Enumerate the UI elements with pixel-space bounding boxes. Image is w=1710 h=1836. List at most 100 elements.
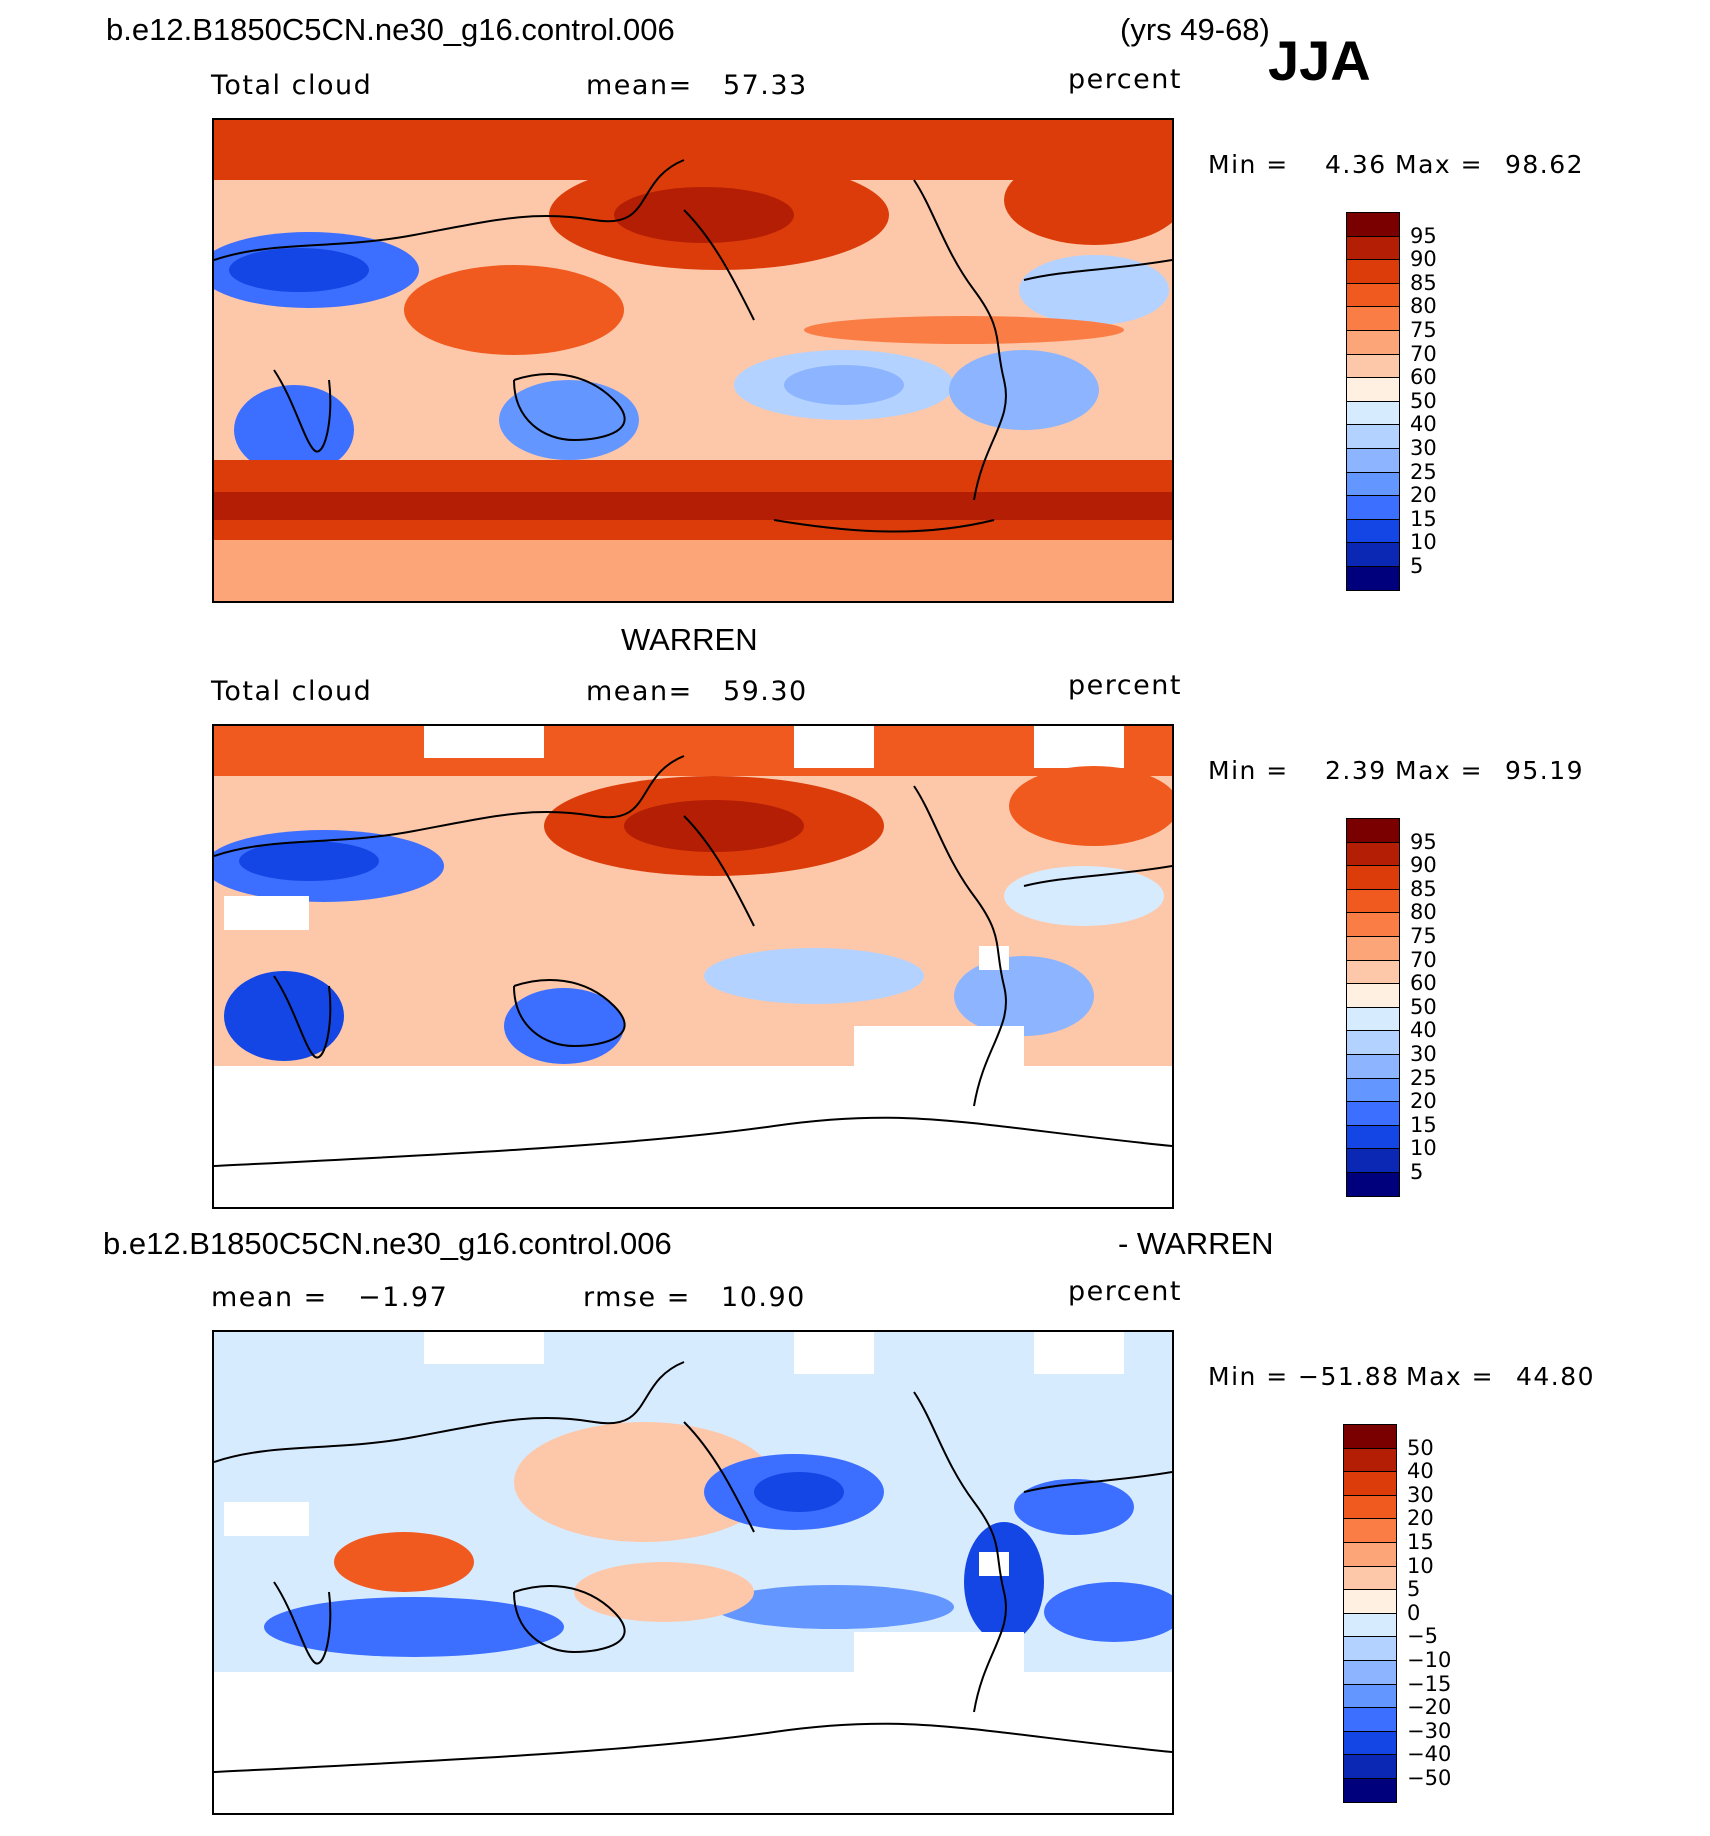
colorbar-tick-label: −50 (1407, 1766, 1452, 1790)
panel2-field (214, 726, 1172, 1207)
brazil-clear (949, 350, 1099, 430)
colorbar-tick-label: 5 (1410, 1160, 1424, 1184)
colorbar-segment (1346, 495, 1400, 520)
colorbar-tick-label: 50 (1407, 1435, 1434, 1460)
colorbar-segment (1346, 1172, 1400, 1197)
colorbar-tick-label: 80 (1410, 900, 1437, 925)
ne-pacific-core (754, 1472, 844, 1512)
colorbar-tick-label: 20 (1410, 1089, 1437, 1114)
colorbar-segment (1346, 212, 1400, 237)
n-atlantic-cloud (1004, 155, 1172, 245)
colorbar-segment (1346, 888, 1400, 914)
colorbar-segment (1343, 1589, 1397, 1614)
colorbar-tick-label: 40 (1410, 412, 1437, 437)
missing-arctic-3 (1034, 726, 1124, 768)
panel1-field (214, 120, 1172, 601)
colorbar-tick-label: 10 (1410, 530, 1437, 555)
colorbar-segment (1343, 1424, 1397, 1449)
colorbar-tick-label: 85 (1410, 270, 1437, 295)
panel3-max-label: Max = (1406, 1362, 1495, 1391)
indian-ocean-negative (264, 1597, 564, 1657)
colorbar-tick-label: 60 (1410, 365, 1437, 390)
panel2-max-label: Max = (1395, 756, 1484, 785)
colorbar-segment (1343, 1778, 1397, 1803)
ne-pacific-core (624, 800, 804, 852)
years-label: (yrs 49-68) (1120, 12, 1270, 47)
colorbar-segment (1343, 1612, 1397, 1638)
colorbar-tick-label: 30 (1407, 1482, 1434, 1507)
panel3-rmse-label: rmse = 10.90 (583, 1282, 806, 1313)
colorbar-segment (1346, 1101, 1400, 1126)
panel1-min-value: 4.36 (1325, 150, 1387, 179)
panel1-mean-label: mean= 57.33 (586, 70, 808, 101)
colorbar-tick-label: 30 (1410, 1042, 1437, 1066)
colorbar-segment (1346, 1148, 1400, 1173)
panel3-units-label: percent (1068, 1276, 1182, 1307)
colorbar-tick-label: −10 (1407, 1648, 1452, 1672)
season-label: JJA (1268, 29, 1371, 92)
colorbar-segment (1343, 1518, 1397, 1543)
panel2-variable-label: Total cloud (211, 676, 373, 707)
colorbar-tick-label: 5 (1407, 1577, 1421, 1602)
colorbar-tick-label: 25 (1410, 459, 1437, 484)
colorbar-segment (1346, 841, 1400, 867)
missing-arctic-2 (794, 726, 874, 768)
central-pacific-positive (574, 1562, 754, 1622)
colorbar-tick-label: 90 (1410, 247, 1437, 272)
colorbar-segment (1346, 818, 1400, 843)
panel1-colorbar: 95 90 85 80 75 70 60 50 40 30 25 20 15 10 5 (1346, 212, 1460, 594)
panel3-min-label: Min = (1208, 1362, 1289, 1391)
colorbar-segment (1346, 959, 1400, 985)
colorbar-tick-label: 95 (1410, 223, 1437, 248)
southern-ocean-core (214, 492, 1172, 520)
colorbar-segment (1346, 518, 1400, 544)
panel3-title-right: - WARREN (1118, 1226, 1274, 1261)
panel1-max-label: Max = (1395, 150, 1484, 179)
coastlines (214, 159, 1172, 533)
colorbar-segment (1346, 353, 1400, 379)
panel2-min-value: 2.39 (1325, 756, 1387, 785)
itcz-east (804, 316, 1124, 344)
panel1-map (212, 118, 1174, 603)
colorbar-segment (1346, 983, 1400, 1008)
missing-amazon (979, 1552, 1009, 1576)
colorbar-segment (1346, 865, 1400, 890)
n-atlantic-clear (1004, 866, 1164, 926)
colorbar-segment (1343, 1471, 1397, 1496)
colorbar-segment (1346, 400, 1400, 426)
colorbar-segment (1343, 1707, 1397, 1732)
colorbar-tick-label: 25 (1410, 1065, 1437, 1090)
colorbar-tick-label: 70 (1410, 341, 1437, 366)
colorbar-segment (1346, 377, 1400, 402)
colorbar-segment (1346, 448, 1400, 473)
panel3-map (212, 1330, 1174, 1815)
s-pacific-negative (714, 1585, 954, 1629)
colorbar-segment (1346, 1054, 1400, 1079)
coastlines (214, 755, 1172, 1167)
sahara-core (229, 248, 369, 292)
colorbar-tick-label: 15 (1410, 1112, 1437, 1137)
colorbar-tick-label: 5 (1410, 554, 1424, 578)
colorbar-tick-label: 60 (1410, 971, 1437, 996)
colorbar-tick-label: 85 (1410, 876, 1437, 901)
colorbar-tick-label: 75 (1410, 924, 1437, 948)
colorbar-tick-label: −30 (1407, 1718, 1452, 1743)
panel1-max-value: 98.62 (1505, 150, 1585, 179)
missing-amazon (979, 946, 1009, 970)
monsoon-cloud (404, 265, 624, 355)
australia-clear (499, 380, 639, 460)
panel1-min-label: Min = (1208, 150, 1289, 179)
missing-se-pacific (854, 1632, 1024, 1682)
missing-arctic-2 (794, 1332, 874, 1374)
colorbar-segment (1346, 1030, 1400, 1055)
s-atlantic-negative (1044, 1582, 1172, 1642)
colorbar-segment (1346, 259, 1400, 284)
colorbar-segment (1346, 936, 1400, 961)
colorbar-tick-label: 75 (1410, 318, 1437, 342)
colorbar-tick-label: 50 (1410, 388, 1437, 413)
panel3-field (214, 1332, 1172, 1813)
panel3-max-value: 44.80 (1516, 1362, 1596, 1391)
panel3-min-value: −51.88 (1298, 1362, 1400, 1391)
antarctic-band (214, 540, 1172, 601)
colorbar-segment (1346, 235, 1400, 261)
